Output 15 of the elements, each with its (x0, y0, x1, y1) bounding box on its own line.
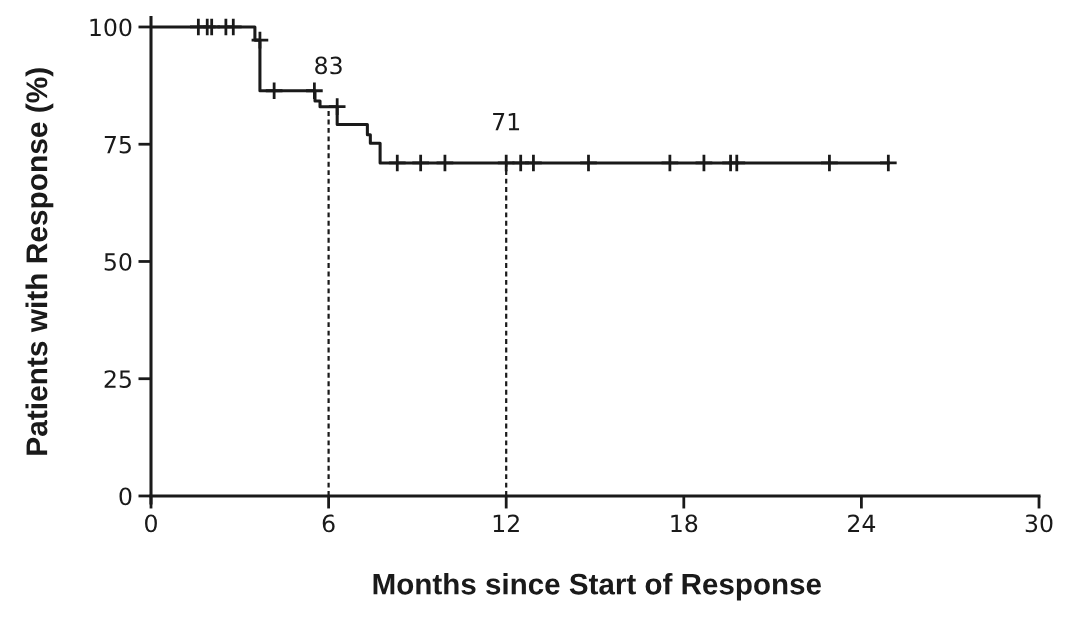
y-tick-label: 25 (104, 370, 131, 389)
y-axis-title: Patients with Response (%) (25, 68, 54, 455)
x-tick-label: 24 (848, 514, 876, 532)
x-tick-label: 0 (145, 514, 157, 533)
x-tick-label: 18 (671, 514, 698, 533)
x-tick-label: 6 (322, 514, 335, 533)
y-tick-label: 0 (119, 487, 132, 506)
y-tick-label: 100 (90, 18, 132, 37)
y-tick-label: 75 (104, 135, 131, 154)
x-tick-label: 30 (1025, 514, 1053, 533)
annotation: 83 (315, 56, 342, 75)
annotation: 71 (493, 113, 520, 131)
y-tick-label: 50 (104, 252, 132, 271)
x-axis-title: Months since Start of Response (373, 572, 821, 601)
x-tick-label: 12 (493, 514, 519, 532)
